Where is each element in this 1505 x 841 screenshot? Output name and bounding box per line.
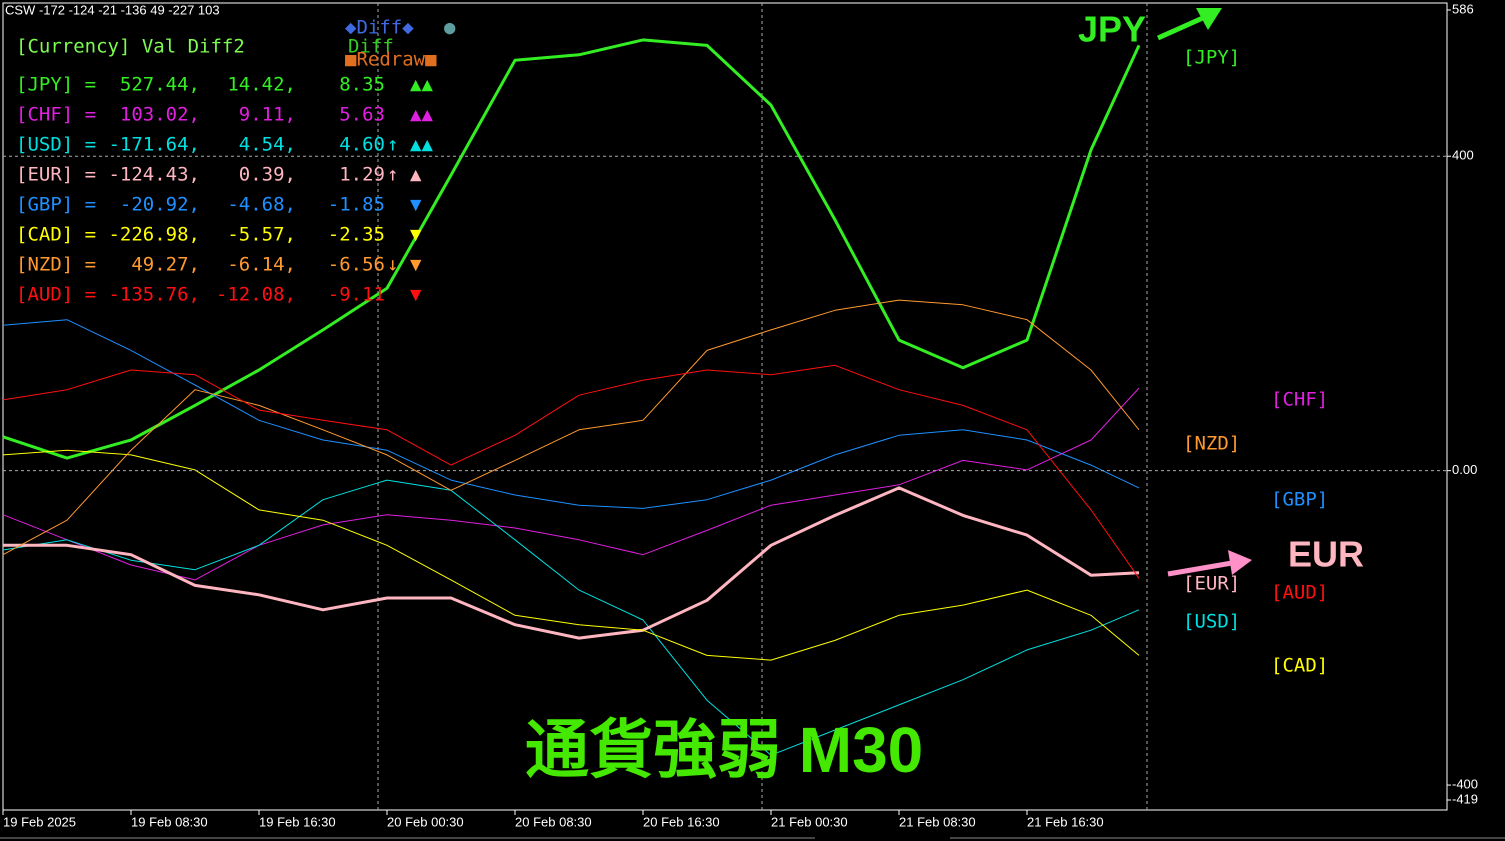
x-tick-label: 20 Feb 08:30 [515,814,592,829]
series-line [2,479,1140,756]
x-tick-label: 19 Feb 08:30 [131,814,208,829]
x-tick-label: 21 Feb 00:30 [771,814,848,829]
row-diff2: -12.08, [216,284,296,306]
y-tick-label: -419 [1452,791,1478,806]
row-label: [GBP] = [16,194,96,216]
row-diff2: 9.11, [239,104,296,126]
end-label: [CAD] [1271,655,1328,677]
row-diff2: 4.54, [239,134,296,156]
annotation: EUR [1288,534,1364,575]
row-flag: ↓ [387,254,398,276]
y-tick-label: 0.00 [1452,462,1477,477]
row-label: [USD] = [16,134,96,156]
plot-frame [2,2,1448,811]
chart-title: CSW -172 -124 -21 -136 49 -227 103 [5,2,220,17]
series-lines [2,38,1141,756]
row-label: [JPY] = [16,74,96,96]
row-signal: ▲▲ [410,74,433,96]
row-val: -171.64, [108,134,200,156]
series-line [2,387,1140,581]
y-tick-label: -400 [1452,777,1478,792]
arrow-head [1228,550,1252,575]
row-label: [CAD] = [16,224,96,246]
end-label: [JPY] [1183,47,1240,69]
big-title: 通貨強弱 M30 [525,714,923,786]
x-tick-label: 21 Feb 08:30 [899,814,976,829]
row-signal: ▼ [410,284,422,306]
arrow [1156,14,1207,41]
series-line [3,486,1140,640]
row-label: [CHF] = [16,104,96,126]
x-tick-label: 19 Feb 2025 [3,814,76,829]
series-line [2,38,1141,460]
end-label: [CHF] [1271,389,1328,411]
end-label: [USD] [1183,611,1240,633]
series-line [2,364,1140,579]
row-diff2: 14.42, [227,74,296,96]
row-diff2: 0.39, [239,164,296,186]
x-tick-label: 21 Feb 16:30 [1027,814,1104,829]
y-tick-label: 586 [1452,1,1474,16]
row-flag: ↑ [387,134,398,156]
series-line [2,299,1140,556]
diff-toggle-button[interactable]: ◆Diff◆ [345,17,414,39]
row-diff: -2.35 [328,224,385,246]
row-label: [NZD] = [16,254,96,276]
row-signal: ▼ [410,194,422,216]
row-label: [EUR] = [16,164,96,186]
dot-button[interactable]: ● [444,17,456,39]
row-diff: -1.85 [328,194,385,216]
panel-header: [Currency] Val Diff2 [16,36,245,58]
row-val: 527.44, [120,74,200,96]
series-line [2,449,1140,661]
redraw-button[interactable]: ■Redraw■ [345,49,437,71]
row-signal: ▲▲ [410,104,433,126]
row-diff: -6.56 [328,254,385,276]
row-diff2: -5.57, [227,224,296,246]
row-signal: ▲ [410,164,422,186]
row-val: -135.76, [108,284,200,306]
row-signal: ▼ [410,224,422,246]
end-label: [GBP] [1271,489,1328,511]
arrow-head [1196,8,1222,30]
row-diff: 5.63 [339,104,385,126]
row-diff: 8.35 [339,74,385,96]
annotation: JPY [1078,9,1146,50]
end-label: [NZD] [1183,433,1240,455]
row-val: -226.98, [108,224,200,246]
row-val: 103.02, [120,104,200,126]
series-line [2,319,1140,509]
row-flag: ↑ [387,164,398,186]
row-diff2: -6.14, [227,254,296,276]
x-tick-label: 20 Feb 16:30 [643,814,720,829]
x-tick-label: 20 Feb 00:30 [387,814,464,829]
row-diff2: -4.68, [227,194,296,216]
row-val: -124.43, [108,164,200,186]
arrow [1167,560,1233,577]
row-val: 49.27, [131,254,200,276]
end-label: [AUD] [1271,582,1328,604]
diff-button[interactable]: Diff [348,36,394,58]
row-val: -20.92, [120,194,200,216]
row-label: [AUD] = [16,284,96,306]
end-label: [EUR] [1183,573,1240,595]
row-diff: 1.29 [339,164,385,186]
row-signal: ▲▲ [410,134,433,156]
y-tick-label: 400 [1452,148,1474,163]
x-tick-label: 19 Feb 16:30 [259,814,336,829]
row-signal: ▼ [410,254,422,276]
row-diff: 4.60 [339,134,385,156]
row-diff: -9.11 [328,284,385,306]
